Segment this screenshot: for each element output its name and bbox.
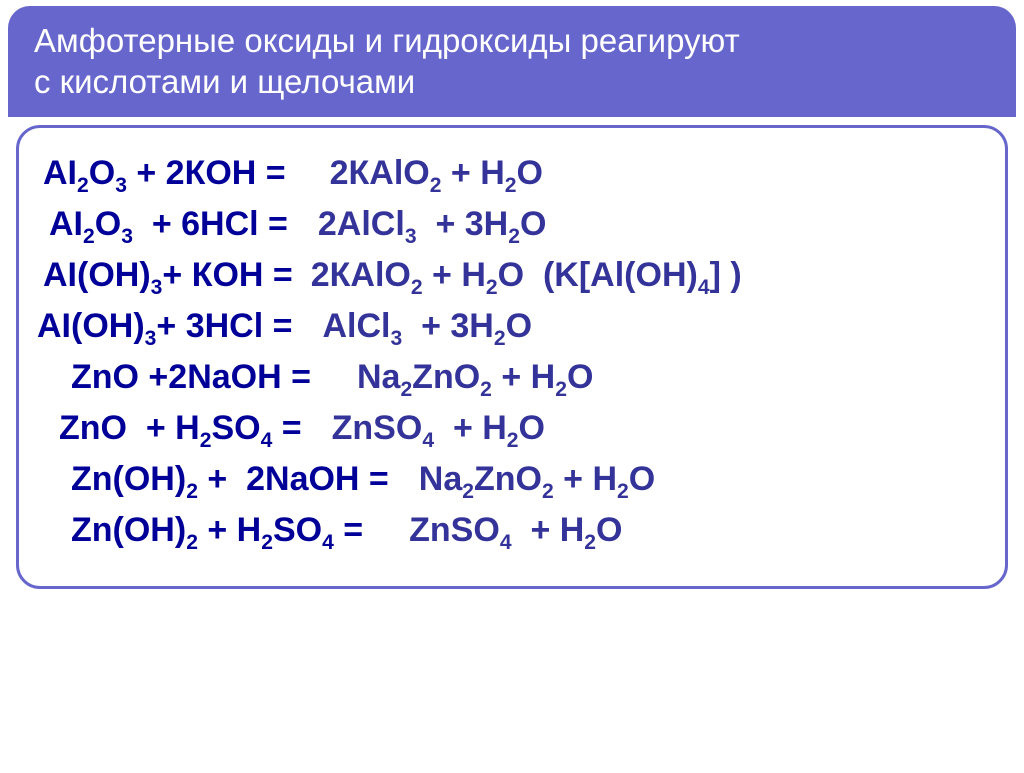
equation-row: AI2O3 + 2КОН = 2КАlO2 + H2O bbox=[37, 154, 987, 193]
equation-row: AI2O3 + 6HCl = 2AlCl3 + 3H2O bbox=[37, 205, 987, 244]
equation-row: ZnO + H2SO4 = ZnSO4 + H2O bbox=[37, 409, 987, 448]
equation-rhs: 2AlCl3 + 3H2O bbox=[318, 205, 547, 244]
equation-lhs: ZnO + H2SO4 = bbox=[37, 409, 302, 448]
equation-lhs: AI2O3 + 6HCl = bbox=[37, 205, 288, 244]
equation-lhs: AI(OH)3+ 3HCl = bbox=[37, 307, 292, 346]
equation-row: AI(OH)3+ 3HCl = AlCl3 + 3H2O bbox=[37, 307, 987, 346]
equation-rhs: AlCl3 + 3H2O bbox=[322, 307, 532, 346]
equation-row: Zn(OH)2 + H2SO4 = ZnSO4 + H2O bbox=[37, 511, 987, 550]
header-line-2: с кислотами и щелочами bbox=[34, 61, 990, 102]
equation-lhs: AI2O3 + 2КОН = bbox=[37, 154, 286, 193]
header-line-1: Амфотерные оксиды и гидроксиды реагируют bbox=[34, 20, 990, 61]
equation-rhs: 2КАlO2 + H2O bbox=[330, 154, 543, 193]
equation-rhs: ZnSO4 + H2O bbox=[332, 409, 545, 448]
equation-row: Zn(OH)2 + 2NaOH = Na2ZnO2 + H2O bbox=[37, 460, 987, 499]
equation-lhs: Zn(OH)2 + H2SO4 = bbox=[37, 511, 363, 550]
equation-rhs: ZnSO4 + H2O bbox=[409, 511, 622, 550]
equation-rhs: Na2ZnO2 + H2O bbox=[357, 358, 593, 397]
equation-lhs: AI(OH)3+ КОН = bbox=[37, 256, 293, 295]
equation-row: ZnO +2NaOH = Na2ZnO2 + H2O bbox=[37, 358, 987, 397]
equation-lhs: Zn(OH)2 + 2NaOH = bbox=[37, 460, 389, 499]
equation-lhs: ZnO +2NaOH = bbox=[37, 358, 311, 397]
equations-list: AI2O3 + 2КОН = 2КАlO2 + H2O AI2O3 + 6HCl =… bbox=[37, 154, 987, 550]
equation-rhs: 2КАlO2 + H2O (K[Al(OH)4] ) bbox=[311, 256, 742, 295]
equation-row: AI(OH)3+ КОН = 2КАlO2 + H2O (K[Al(OH)4] ) bbox=[37, 256, 987, 295]
equation-rhs: Na2ZnO2 + H2O bbox=[419, 460, 655, 499]
content-frame: AI2O3 + 2КОН = 2КАlO2 + H2O AI2O3 + 6HCl =… bbox=[16, 125, 1008, 589]
slide-header: Амфотерные оксиды и гидроксиды реагируют… bbox=[8, 6, 1016, 117]
